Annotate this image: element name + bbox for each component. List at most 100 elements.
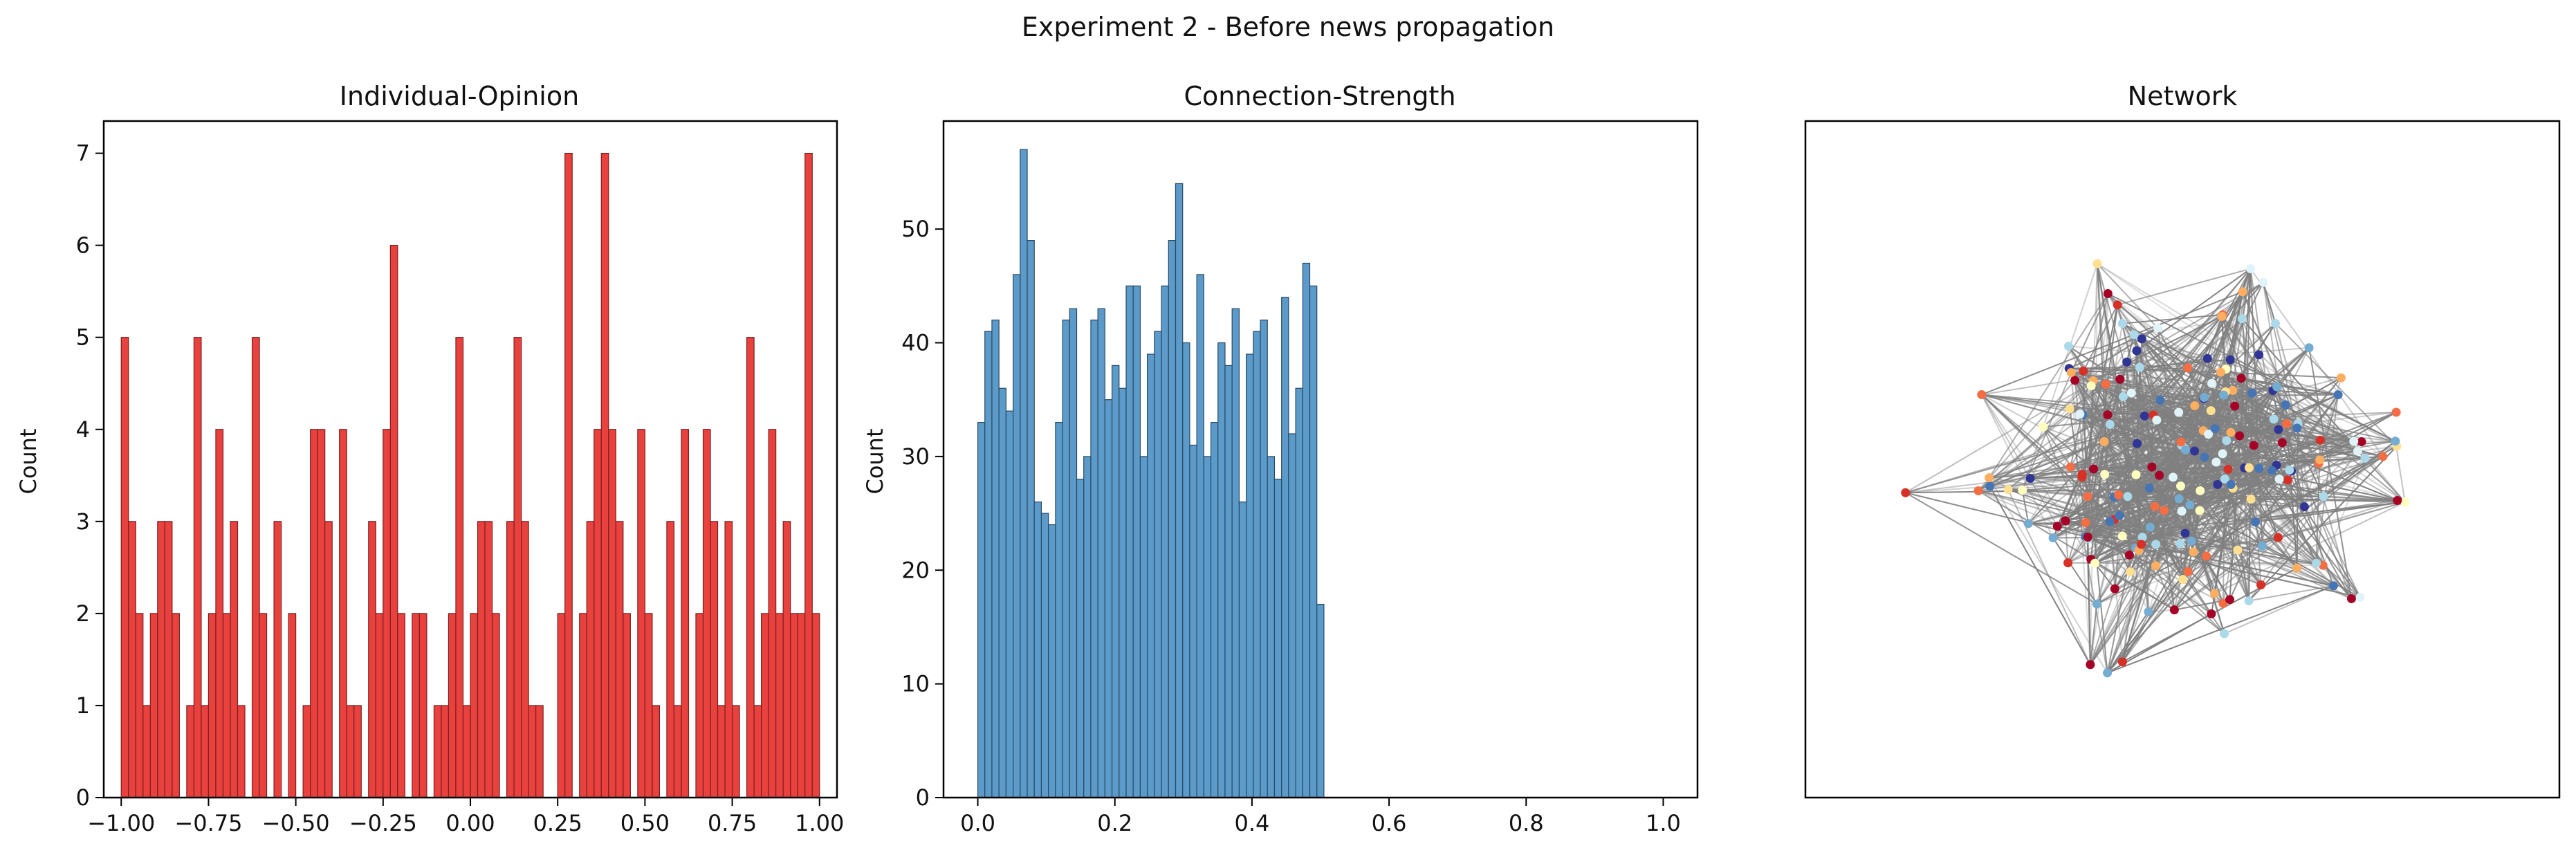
network-edge — [2139, 282, 2264, 368]
network-edge — [2068, 368, 2137, 549]
network-node — [2210, 424, 2220, 434]
network-edge — [2090, 385, 2254, 446]
network-edge — [2087, 304, 2119, 537]
network-node — [2304, 343, 2314, 353]
network-edge — [2027, 383, 2213, 524]
strength-histogram-bar — [1154, 331, 1162, 798]
opinion-histogram-bar — [389, 245, 398, 798]
strength-histogram-bar — [1288, 433, 1296, 798]
opinion-histogram-bar — [128, 521, 136, 798]
network-edge — [2318, 394, 2339, 464]
network-node — [2063, 341, 2073, 351]
network-node — [2155, 395, 2165, 405]
opinion-histogram-bar — [259, 613, 268, 798]
network-edge — [2070, 372, 2151, 528]
opinion-histogram-bar — [811, 613, 820, 798]
network-node — [2115, 511, 2124, 520]
network-node — [2274, 474, 2284, 484]
opinion-histogram-bar — [710, 521, 719, 798]
opinion-histogram-frame — [102, 120, 838, 799]
network-node — [2400, 497, 2410, 507]
strength-histogram-bar — [1238, 502, 1247, 798]
network-node — [2246, 495, 2256, 504]
strength-histogram-bar — [1189, 444, 1197, 798]
network-edge — [2068, 345, 2157, 545]
strength-histogram-frame — [942, 120, 1699, 799]
network-node — [2206, 406, 2216, 416]
network-edge — [2394, 441, 2406, 502]
network-edge — [2105, 383, 2204, 432]
network-edge — [2225, 440, 2317, 564]
network-node — [2048, 533, 2058, 543]
network-node — [2124, 550, 2134, 560]
network-node — [2135, 362, 2144, 372]
network-edge — [2105, 334, 2135, 385]
network-edge — [2178, 358, 2209, 413]
network-node — [2105, 420, 2115, 430]
strength-histogram-bar — [1260, 320, 1268, 798]
network-node — [2018, 486, 2027, 495]
network-edge — [2104, 318, 2243, 443]
network-node — [2209, 589, 2219, 598]
opinion-histogram-bar — [222, 613, 231, 798]
network-node — [2113, 300, 2122, 310]
network-edge — [2144, 415, 2362, 443]
network-node — [2052, 522, 2062, 531]
network-node — [2226, 428, 2236, 437]
strength-histogram-xtick-label: 0.6 — [1372, 810, 1407, 836]
network-node — [2267, 466, 2276, 475]
opinion-histogram-bar — [528, 705, 537, 798]
network-edge — [2303, 506, 2335, 587]
network-node — [1985, 473, 1994, 483]
network-node — [2336, 373, 2346, 383]
opinion-histogram-xtick-label: −0.25 — [349, 810, 417, 836]
network-edge — [2068, 429, 2279, 564]
network-edge — [2250, 268, 2384, 457]
network-node — [2190, 401, 2200, 411]
network-edge — [2128, 416, 2146, 555]
network-node — [2249, 441, 2258, 450]
opinion-histogram-bar — [164, 521, 173, 798]
network-edge — [2065, 322, 2276, 522]
opinion-histogram-ytick-label: 1 — [76, 692, 90, 719]
network-edge — [2147, 445, 2255, 612]
network-node — [2349, 436, 2359, 446]
network-node — [2222, 436, 2232, 445]
opinion-histogram-bar — [368, 521, 376, 798]
network-node — [2174, 407, 2184, 417]
network-node — [2225, 355, 2235, 365]
strength-histogram-bar — [1203, 456, 1212, 798]
opinion-histogram-bar — [797, 613, 806, 798]
network-edge — [1978, 358, 2208, 492]
network-edge — [2142, 338, 2339, 396]
network-node — [2244, 463, 2254, 472]
network-node — [2187, 536, 2196, 546]
network-edge — [2068, 345, 2260, 470]
opinion-histogram-xticks: −1.00 −0.75 −0.50 −0.25 0.00 0.25 0.50 0.75 1.00 — [87, 798, 844, 836]
opinion-histogram-bar — [215, 429, 224, 798]
network-node — [2236, 374, 2246, 383]
network-edge — [2090, 441, 2355, 560]
strength-histogram-bar — [1040, 513, 1049, 798]
network-edge — [2106, 510, 2165, 674]
network-node — [2114, 490, 2124, 499]
opinion-histogram-bar — [753, 705, 762, 798]
network-edge — [2222, 467, 2250, 604]
opinion-histogram-bar — [433, 705, 442, 798]
network-edge — [2248, 445, 2398, 602]
opinion-histogram-ytick-label: 6 — [76, 232, 90, 259]
network-node — [2185, 500, 2195, 510]
strength-histogram-xtick-label: 0.4 — [1234, 810, 1269, 836]
network-edge — [2079, 412, 2179, 415]
strength-histogram-bar — [1005, 410, 1014, 798]
network-node — [2183, 363, 2193, 373]
network-node — [2092, 259, 2102, 268]
network-node — [2103, 410, 2113, 420]
network-node — [2066, 368, 2076, 378]
network-node — [1977, 389, 1987, 399]
network-node — [2176, 481, 2186, 491]
opinion-histogram-bar — [535, 705, 544, 798]
network-node — [2228, 385, 2238, 395]
network-node — [2271, 318, 2281, 328]
